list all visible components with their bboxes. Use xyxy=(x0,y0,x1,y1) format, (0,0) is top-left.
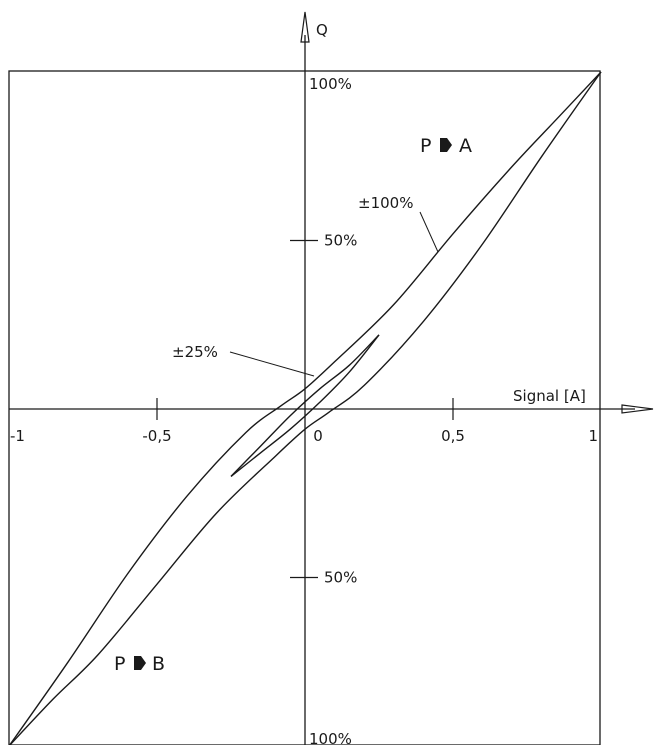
y-axis-arrow-icon xyxy=(300,11,310,43)
series-0-upper-branch xyxy=(8,71,602,745)
y-tick-label: 50% xyxy=(324,232,357,250)
x-tick-label: 1 xyxy=(588,427,598,445)
x-axis-title: Signal [A] xyxy=(513,387,586,405)
x-tick-label: 0 xyxy=(313,427,323,445)
x-tick-label: -0,5 xyxy=(142,427,171,445)
x-axis-arrow-icon xyxy=(621,404,654,414)
series-1-lower-branch xyxy=(230,334,380,477)
region-b-to: B xyxy=(152,653,165,675)
annotation-label-25: ±25% xyxy=(172,343,218,361)
y-tick-label: 100% xyxy=(309,75,352,93)
arrow-right-icon xyxy=(134,656,146,670)
y-axis-title: Q xyxy=(316,21,328,39)
region-label-p-to-a: P A xyxy=(420,135,472,157)
region-b-from: P xyxy=(114,653,125,675)
x-tick-label: -1 xyxy=(10,427,25,445)
y-tick-label: 50% xyxy=(324,569,357,587)
annotation-leader-100 xyxy=(419,211,439,253)
series-0-lower-branch xyxy=(8,71,602,745)
region-a-from: P xyxy=(420,135,431,157)
annotation-label-100: ±100% xyxy=(358,194,413,212)
region-a-to: A xyxy=(459,135,472,157)
series-1-upper-branch xyxy=(230,334,380,477)
region-label-p-to-b: P B xyxy=(114,653,165,675)
y-ticks: 100% 50% 50% 100% xyxy=(290,75,357,745)
annotation-leader-25 xyxy=(229,351,315,377)
y-tick-label: 100% xyxy=(309,730,352,745)
series-layer xyxy=(8,71,602,745)
x-ticks: -1 -0,5 0 0,5 1 xyxy=(10,398,598,445)
arrow-right-icon xyxy=(440,138,452,152)
x-tick-label: 0,5 xyxy=(441,427,465,445)
